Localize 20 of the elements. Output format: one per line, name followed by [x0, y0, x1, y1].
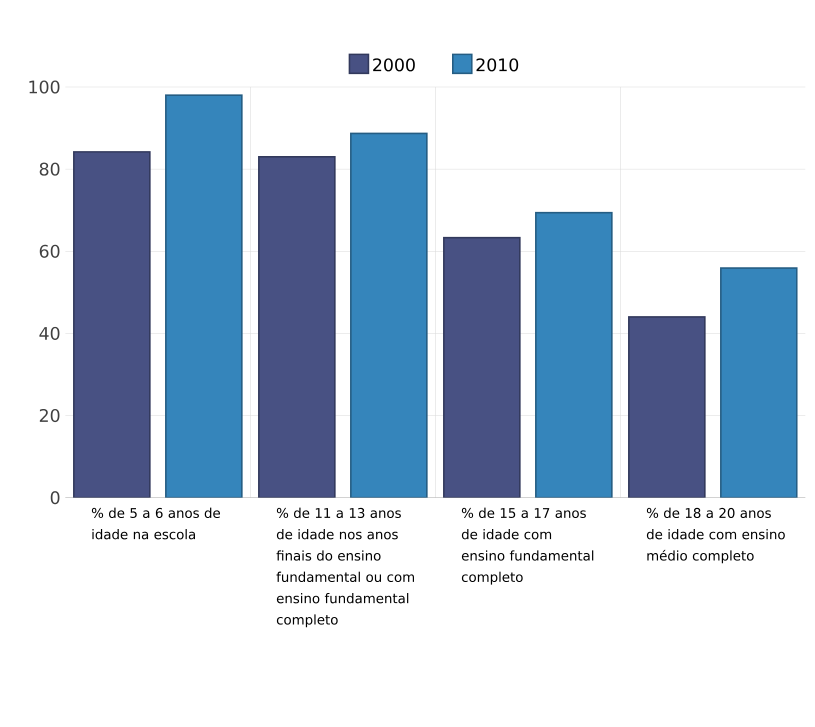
- bar: [720, 267, 798, 498]
- x-tick-label: % de 5 a 6 anos de idade na escola: [92, 508, 220, 540]
- legend-label: 2010: [476, 58, 518, 72]
- y-tick-label: 100: [29, 80, 60, 94]
- y-tick-label: 20: [40, 408, 60, 422]
- bar: [628, 316, 706, 498]
- bar: [73, 151, 151, 498]
- legend-label: 2000: [373, 58, 415, 72]
- y-tick-label: 0: [50, 491, 60, 504]
- bar: [535, 212, 613, 498]
- bar: [350, 132, 428, 498]
- y-tick-label: 40: [39, 326, 60, 340]
- bar: [443, 236, 521, 498]
- y-tick-label: 80: [40, 162, 60, 176]
- x-tick-label: % de 11 a 13 anos de idade nos anos finais do ensino fundamental ou com ensino fundamental completo: [276, 508, 414, 628]
- bar: [165, 94, 243, 498]
- y-tick-label: 60: [40, 244, 60, 258]
- x-tick-label: % de 18 a 20 anos de idade com ensino médio completo: [646, 508, 785, 564]
- x-tick-label: % de 15 a 17 anos de idade com ensino fundamental completo: [462, 508, 594, 585]
- bar: [258, 156, 336, 498]
